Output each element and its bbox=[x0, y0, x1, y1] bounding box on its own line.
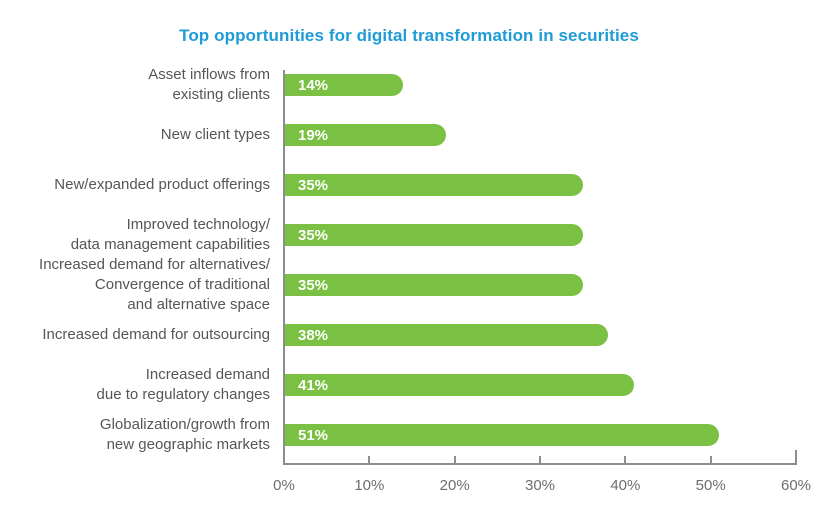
bar-row: New/expanded product offerings 35% bbox=[0, 160, 818, 210]
value-label: 14% bbox=[298, 76, 329, 94]
tick-label: 60% bbox=[780, 477, 812, 494]
bar: 14% bbox=[284, 74, 404, 96]
bar-row: Increased demand due to regulatory chang… bbox=[0, 360, 818, 410]
bar-row: New client types 19% bbox=[0, 110, 818, 160]
value-label: 19% bbox=[298, 126, 329, 144]
bar-track: 51% bbox=[284, 424, 796, 446]
bar-row: Globalization/growth from new geographic… bbox=[0, 410, 818, 460]
bar-rows-container: Asset inflows from existing clients 14% Ne… bbox=[0, 60, 818, 460]
bar: 35% bbox=[284, 174, 583, 196]
bar: 35% bbox=[284, 224, 583, 246]
value-label: 41% bbox=[298, 376, 329, 394]
value-label: 35% bbox=[298, 276, 329, 294]
bar-track: 38% bbox=[284, 324, 796, 346]
category-label: Globalization/growth from new geographic… bbox=[99, 416, 270, 453]
y-axis-line bbox=[283, 70, 285, 465]
category-label: Increased demand for outsourcing bbox=[42, 326, 270, 343]
bar: 38% bbox=[284, 324, 609, 346]
tick-label: 30% bbox=[524, 477, 556, 494]
bar-row: Increased demand for outsourcing 38% bbox=[0, 310, 818, 360]
bar-row: Improved technology/ data management cap… bbox=[0, 210, 818, 260]
bar: 35% bbox=[284, 274, 583, 296]
value-label: 35% bbox=[298, 176, 329, 194]
x-axis-line bbox=[283, 463, 797, 465]
tick-label: 20% bbox=[439, 477, 470, 494]
category-label: Increased demand for alternatives/ Conve… bbox=[39, 256, 270, 313]
bar-track: 19% bbox=[284, 124, 796, 146]
chart-title: Top opportunities for digital transforma… bbox=[179, 26, 639, 45]
category-label: Asset inflows from existing clients bbox=[148, 66, 270, 103]
value-label: 35% bbox=[298, 226, 329, 244]
bar-track: 14% bbox=[284, 74, 796, 96]
category-label: Increased demand due to regulatory chang… bbox=[96, 366, 270, 403]
value-label: 51% bbox=[298, 426, 329, 444]
tick-label: 50% bbox=[695, 477, 726, 494]
bar-row: Asset inflows from existing clients 14% bbox=[0, 60, 818, 110]
bar-track: 41% bbox=[284, 374, 796, 396]
bar: 41% bbox=[284, 374, 634, 396]
bar-track: 35% bbox=[284, 174, 796, 196]
value-label: 38% bbox=[298, 326, 329, 344]
tick-label: 0% bbox=[273, 477, 295, 494]
tick-label: 10% bbox=[354, 477, 385, 494]
bar: 19% bbox=[284, 124, 447, 146]
bar-track: 35% bbox=[284, 224, 796, 246]
bar-row: Increased demand for alternatives/ Conve… bbox=[0, 256, 818, 313]
category-label: Improved technology/ data management cap… bbox=[70, 216, 270, 253]
bar: 51% bbox=[284, 424, 720, 446]
category-label: New client types bbox=[160, 126, 270, 143]
tick-label: 40% bbox=[610, 477, 641, 494]
category-label: New/expanded product offerings bbox=[54, 176, 270, 193]
bar-track: 35% bbox=[284, 274, 796, 296]
